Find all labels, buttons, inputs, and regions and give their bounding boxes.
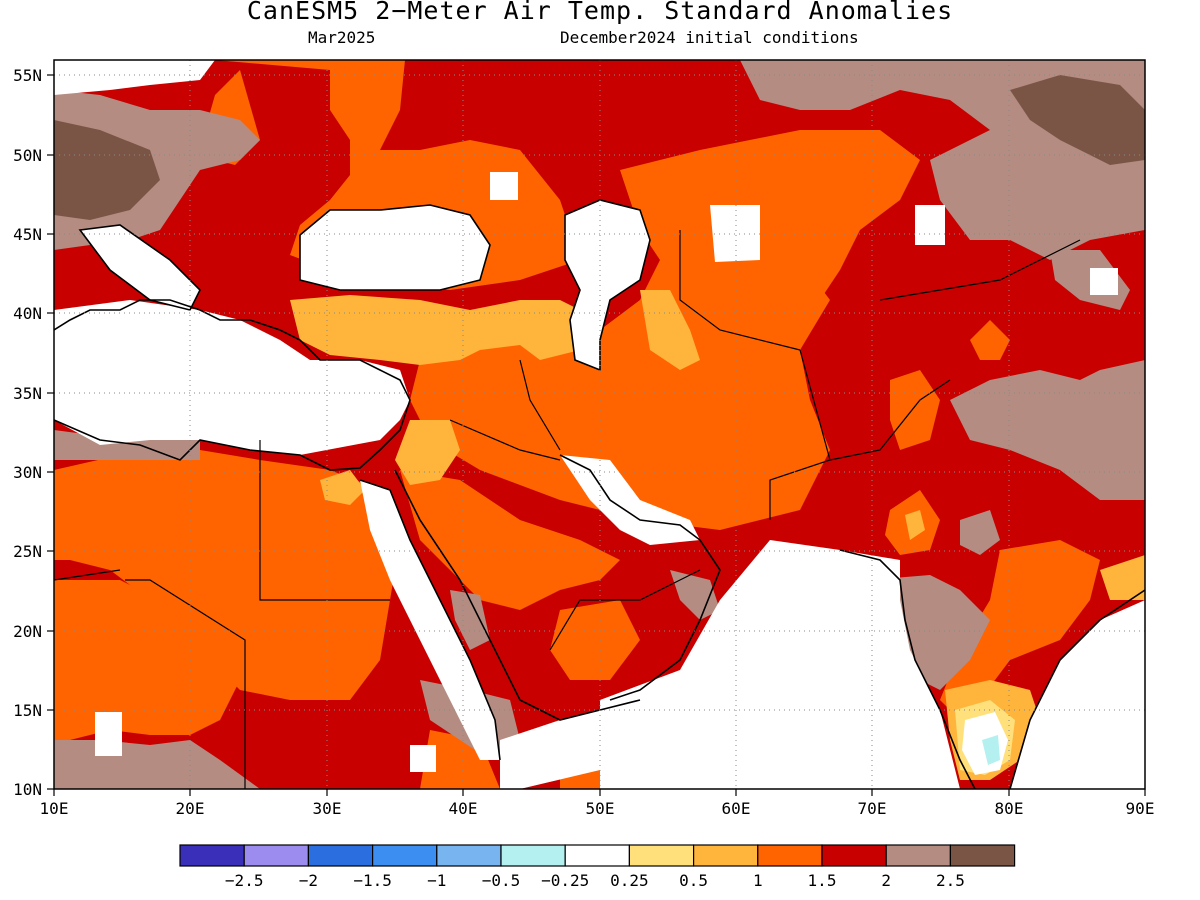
colorbar-label: −2 bbox=[299, 871, 318, 890]
x-tick-label: 20E bbox=[176, 799, 205, 818]
initial-conditions: December2024 initial conditions bbox=[560, 28, 859, 47]
y-tick-label: 30N bbox=[13, 463, 42, 482]
x-tick-label: 80E bbox=[995, 799, 1024, 818]
mask-mediterranean bbox=[54, 300, 410, 455]
mask-arabian-sea bbox=[600, 540, 960, 789]
colorbar-swatch bbox=[757, 844, 823, 867]
colorbar-label: 0.25 bbox=[610, 871, 649, 890]
anomaly-region-gold-bay-bengal bbox=[1100, 555, 1145, 600]
colorbar-swatch bbox=[692, 844, 759, 867]
anomaly-region-orange-yemen bbox=[550, 600, 640, 680]
anomaly-region-tan-red-sea-east bbox=[450, 590, 490, 650]
x-tick-label: 40E bbox=[449, 799, 478, 818]
anomaly-region-orange-arabia bbox=[400, 470, 620, 610]
y-tick-labels: 10N 15N 20N 25N 30N 35N 40N 45N 50N 55N bbox=[13, 66, 42, 799]
y-tick-label: 45N bbox=[13, 225, 42, 244]
colorbar-swatch bbox=[628, 844, 695, 867]
mask-gulf-of-aden bbox=[500, 700, 640, 789]
x-tick-label: 50E bbox=[586, 799, 615, 818]
anomaly-region-orange-north-africa bbox=[54, 450, 400, 700]
border-lines bbox=[54, 230, 1081, 789]
colorbar-swatch bbox=[821, 844, 887, 867]
colorbar-label: 1.5 bbox=[808, 871, 837, 890]
y-tick-label: 50N bbox=[13, 146, 42, 165]
anomaly-region-orange-tibet-spot bbox=[970, 320, 1010, 360]
colorbar-label: 0.5 bbox=[679, 871, 708, 890]
anomaly-region-gold-caspian-east bbox=[640, 290, 700, 370]
x-tick-label: 90E bbox=[1126, 799, 1155, 818]
colorbar-swatch bbox=[500, 844, 566, 867]
y-tick-label: 20N bbox=[13, 622, 42, 641]
colorbar-label: −0.25 bbox=[541, 871, 589, 890]
mask-spot-nile bbox=[410, 745, 436, 772]
mask-bay-of-bengal bbox=[1010, 600, 1145, 789]
anomaly-region-orange-iran-east bbox=[640, 260, 830, 450]
chart-title: CanESM5 2−Meter Air Temp. Standard Anoma… bbox=[246, 0, 954, 25]
colorbar-swatch bbox=[372, 844, 438, 867]
colorbar-label: −0.5 bbox=[482, 871, 521, 890]
colorbar-label: −1 bbox=[427, 871, 446, 890]
anomaly-region-cyan-south-india bbox=[982, 735, 1000, 765]
anomaly-region-gold-levant bbox=[395, 420, 460, 485]
coast-india bbox=[839, 549, 1145, 789]
y-tick-label: 35N bbox=[13, 384, 42, 403]
y-tick-label: 10N bbox=[13, 780, 42, 799]
x-tick-label: 70E bbox=[858, 799, 887, 818]
y-tick-label: 25N bbox=[13, 542, 42, 561]
coast-red-sea bbox=[359, 469, 641, 761]
mask-red-sea bbox=[360, 480, 500, 760]
mask-lake-spot-east bbox=[1090, 268, 1118, 295]
mask-spot-chad bbox=[95, 712, 122, 756]
anomaly-region-gold-anatolia bbox=[290, 295, 600, 365]
colorbar-swatch bbox=[436, 844, 502, 867]
mask-north-sea bbox=[54, 60, 215, 95]
colorbar-label: −1.5 bbox=[353, 871, 392, 890]
anomaly-region-tan-oman bbox=[670, 570, 720, 620]
anomaly-region-tan-tibet bbox=[950, 360, 1145, 500]
anomaly-region-orange-india-west bbox=[890, 370, 940, 450]
mask-caspian bbox=[565, 200, 650, 370]
colorbar-swatch bbox=[179, 844, 245, 867]
colorbar-swatch bbox=[885, 844, 952, 867]
colorbar-swatch bbox=[243, 844, 309, 867]
colorbar-label: 1 bbox=[753, 871, 763, 890]
anomaly-region-brown-mongolia bbox=[1010, 75, 1145, 165]
colorbar-label: −2.5 bbox=[225, 871, 264, 890]
anomaly-field bbox=[54, 60, 1145, 789]
mask-adriatic bbox=[80, 225, 200, 310]
coast-adriatic bbox=[78, 224, 201, 311]
y-tick-label: 15N bbox=[13, 701, 42, 720]
x-tick-label: 30E bbox=[313, 799, 342, 818]
colorbar-label: 2 bbox=[881, 871, 891, 890]
x-tick-label: 60E bbox=[722, 799, 751, 818]
anomaly-region-orange-sahel bbox=[54, 580, 240, 740]
coast-black-sea bbox=[299, 204, 491, 291]
tick-marks bbox=[47, 74, 1146, 796]
anomaly-region-brown-west-europe bbox=[54, 120, 160, 220]
y-tick-label: 40N bbox=[13, 304, 42, 323]
anomaly-region-tan-india-spot bbox=[960, 510, 1000, 555]
colorbar-swatch bbox=[949, 844, 1016, 867]
x-tick-labels: 10E 20E 30E 40E 50E 60E 70E 80E 90E bbox=[40, 799, 1155, 818]
anomaly-region-gold-sinai bbox=[320, 470, 365, 505]
colorbar-swatch bbox=[307, 844, 374, 867]
y-tick-label: 55N bbox=[13, 66, 42, 85]
colorbar: −2.5 −2 −1.5 −1 −0.5 −0.25 0.25 0.5 1 1.5 2 2.5 bbox=[179, 844, 1016, 890]
anomaly-region-gold-india bbox=[905, 510, 925, 540]
anomaly-region-orange-east-india bbox=[940, 540, 1100, 720]
mask-lake-balkhash bbox=[915, 205, 945, 245]
gridlines bbox=[54, 60, 1145, 789]
colorbar-label: 2.5 bbox=[936, 871, 965, 890]
colorbar-swatch bbox=[564, 844, 631, 867]
x-tick-label: 10E bbox=[40, 799, 69, 818]
mask-black-sea bbox=[300, 205, 490, 290]
coast-arabia bbox=[559, 454, 721, 701]
forecast-month: Mar2025 bbox=[308, 28, 376, 47]
mask-spot-sea-azov bbox=[490, 172, 518, 200]
